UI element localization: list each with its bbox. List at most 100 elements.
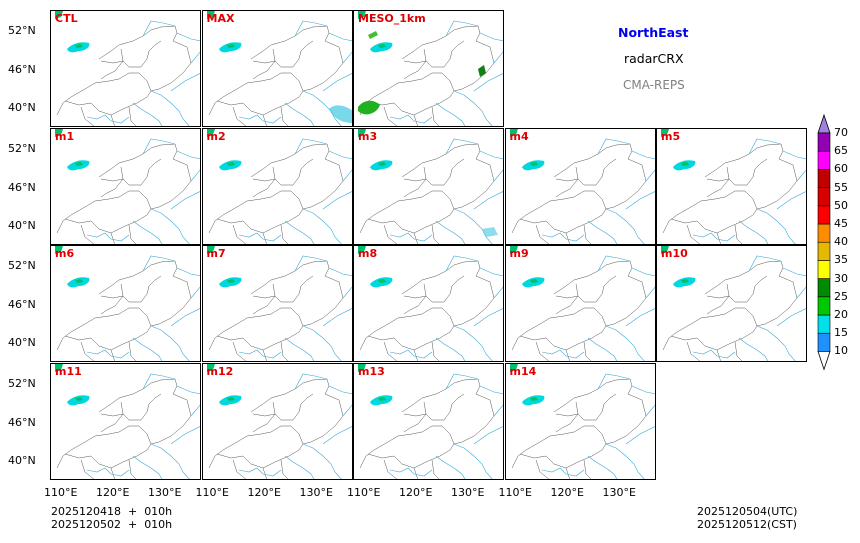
y-tick-label: 46°N (8, 63, 36, 76)
map-panel-m4: m4 (504, 127, 656, 245)
y-tick-label: 52°N (8, 259, 36, 272)
x-tick-label: 130°E (602, 486, 636, 499)
x-tick-label: 110°E (347, 486, 381, 499)
y-tick-label: 46°N (8, 180, 36, 194)
colorbar-label: 65 (834, 144, 848, 158)
colorbar-label: 15 (834, 326, 848, 340)
panel-label: CTL (55, 12, 78, 25)
map-plot (55, 246, 200, 361)
map-panel-m10: m10 (656, 245, 807, 362)
map-plot (55, 128, 200, 244)
panel-label: m3 (358, 129, 378, 143)
y-tick-label: 40°N (8, 336, 36, 349)
valid-time-utc: 2025120504(UTC) (697, 505, 798, 518)
colorbar-over-triangle (817, 113, 831, 134)
map-panel-m7: m7 (201, 245, 353, 362)
map-plot (358, 11, 503, 126)
colorbar-label: 35 (834, 253, 848, 267)
map-plot (358, 363, 503, 479)
panel-label: m1 (55, 129, 75, 143)
x-tick-label: 110°E (498, 486, 532, 499)
panel-label: m14 (509, 364, 537, 378)
y-tick-label: 40°N (8, 101, 36, 114)
colorbar-segment (817, 169, 831, 188)
y-tick-label: 40°N (8, 218, 36, 232)
colorbar-label: 45 (834, 217, 848, 230)
panel-label: m5 (661, 129, 681, 143)
map-panel-m12: m12 (201, 362, 353, 480)
map-panel-m6: m6 (50, 245, 201, 362)
panel-label: MESO_1km (358, 12, 426, 25)
x-tick-label: 110°E (44, 486, 78, 499)
colorbar-label: 70 (834, 126, 848, 139)
colorbar-label: 20 (834, 308, 848, 321)
colorbar-segment (817, 132, 831, 152)
panel-label: m10 (661, 247, 688, 260)
y-tick-label: 46°N (8, 415, 36, 429)
panel-label: m11 (55, 364, 82, 378)
colorbar-segment (817, 332, 831, 352)
map-panel-m2: m2 (201, 127, 353, 245)
map-plot (358, 246, 503, 361)
panel-label: m9 (509, 247, 529, 260)
map-panel-m13: m13 (353, 362, 504, 480)
map-panel-m5: m5 (656, 127, 807, 245)
colorbar-label: 25 (834, 289, 848, 303)
map-panel-m1: m1 (50, 127, 201, 245)
panel-label: m12 (206, 364, 234, 378)
x-tick-label: 120°E (247, 486, 281, 499)
x-tick-label: 130°E (451, 486, 485, 499)
panel-label: m7 (206, 247, 226, 260)
panel-label: m8 (358, 247, 378, 260)
valid-time-cst: 2025120512(CST) (697, 518, 797, 531)
init-time-utc: 2025120418 + 010h (51, 505, 173, 518)
panel-label: m6 (55, 247, 75, 260)
colorbar-segment (817, 278, 831, 298)
map-plot (206, 11, 352, 126)
x-tick-label: 120°E (96, 486, 130, 499)
map-panel-m11: m11 (50, 362, 201, 480)
y-tick-label: 52°N (8, 376, 36, 390)
colorbar (817, 113, 831, 371)
x-tick-label: 130°E (299, 486, 333, 499)
map-panel-m3: m3 (353, 127, 504, 245)
map-panel-m14: m14 (504, 362, 656, 480)
y-tick-label: 46°N (8, 298, 36, 311)
x-tick-label: 120°E (550, 486, 584, 499)
x-tick-label: 120°E (399, 486, 433, 499)
colorbar-label: 10 (834, 344, 848, 358)
colorbar-segment (817, 241, 831, 261)
map-panel-max: MAX (201, 10, 353, 127)
map-plot (509, 246, 655, 361)
map-plot (661, 246, 806, 361)
region-title: NorthEast (618, 25, 689, 40)
y-tick-label: 52°N (8, 141, 36, 155)
map-plot (661, 128, 806, 244)
map-panel-ctl: CTL (50, 10, 201, 127)
colorbar-label: 50 (834, 198, 848, 212)
variable-title: radarCRX (624, 51, 684, 66)
map-plot (358, 128, 503, 244)
x-tick-label: 130°E (148, 486, 182, 499)
y-tick-label: 52°N (8, 24, 36, 37)
map-panel-m9: m9 (504, 245, 656, 362)
map-plot (206, 128, 352, 244)
map-plot (55, 11, 200, 126)
y-tick-label: 40°N (8, 453, 36, 467)
colorbar-label: 40 (834, 235, 848, 249)
panel-label: m13 (358, 364, 385, 378)
colorbar-segment (817, 260, 831, 279)
map-panel-meso-1km: MESO_1km (353, 10, 504, 127)
map-plot (206, 246, 352, 361)
map-plot (55, 363, 200, 479)
map-plot (206, 363, 352, 479)
colorbar-segment (817, 223, 831, 243)
map-plot (509, 128, 655, 244)
colorbar-label: 55 (834, 180, 848, 194)
panel-label: m4 (509, 129, 529, 143)
colorbar-segment (817, 187, 831, 207)
x-tick-label: 110°E (195, 486, 229, 499)
model-title: CMA-REPS (623, 78, 685, 92)
colorbar-segment (817, 205, 831, 225)
